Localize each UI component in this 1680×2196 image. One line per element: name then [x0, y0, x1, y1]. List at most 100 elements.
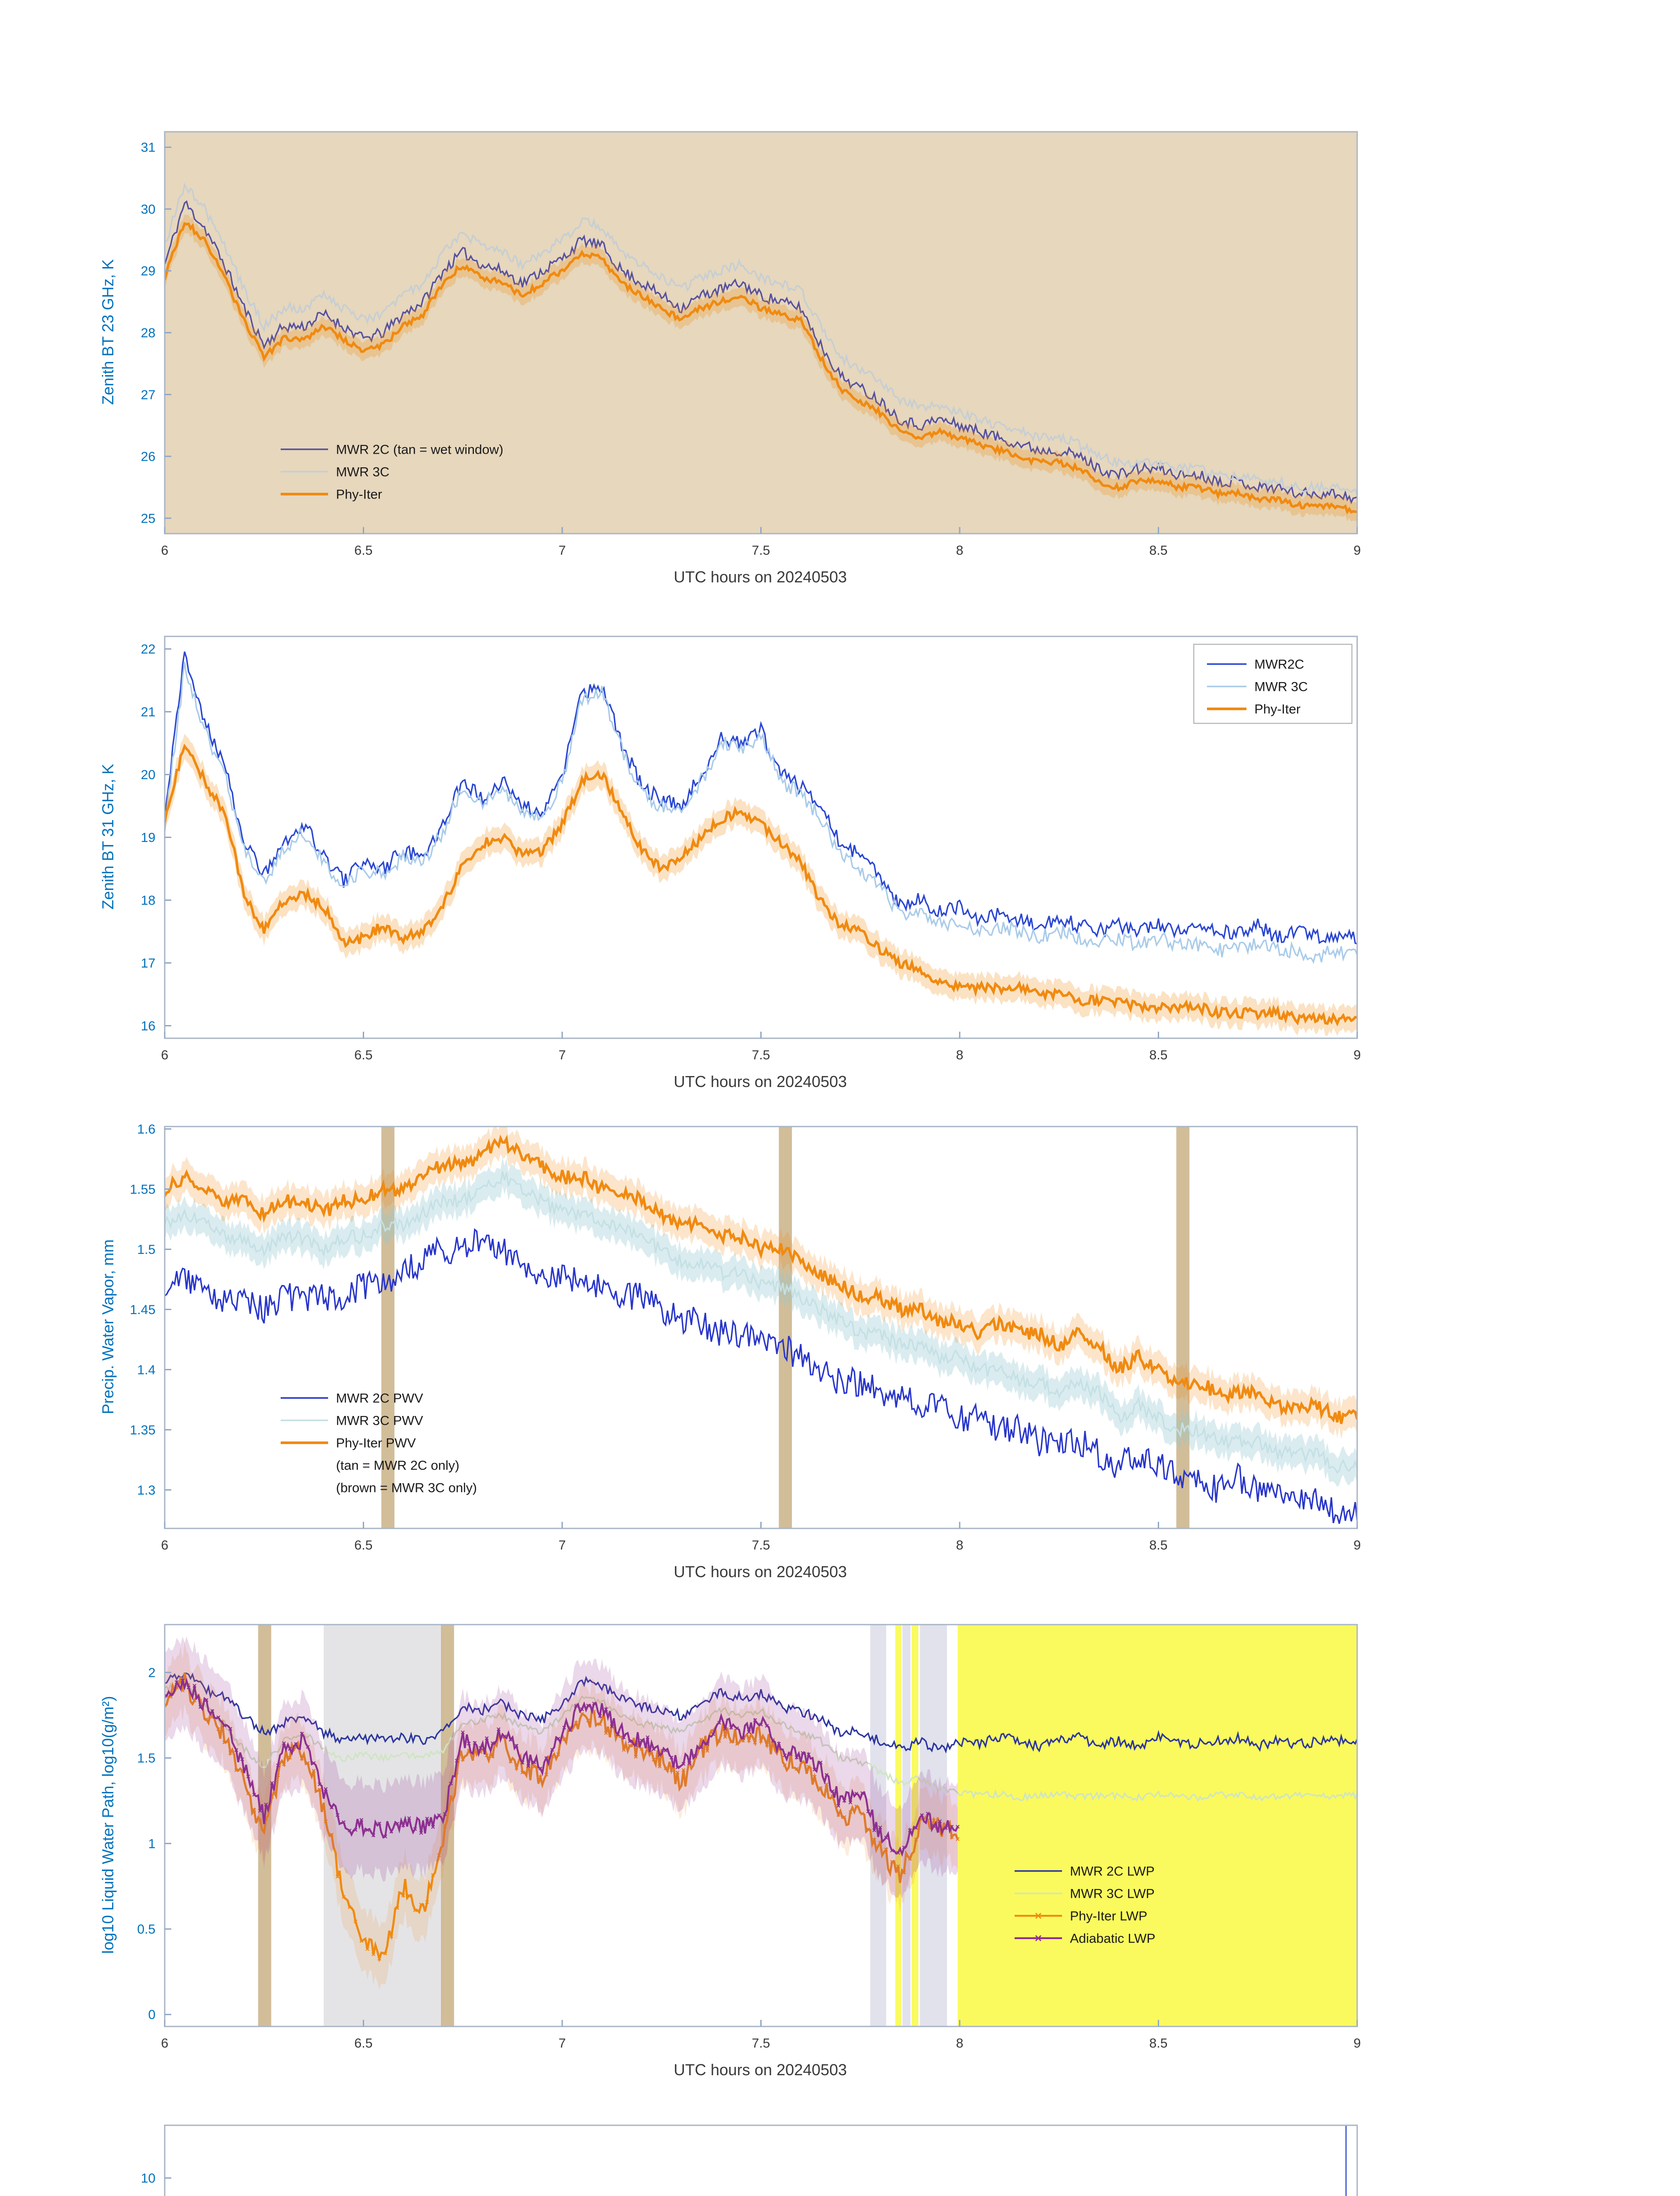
x-tick-label: 7: [559, 2036, 566, 2051]
legend: MWR 2C (tan = wet window) MWR 3C Phy-Iter: [281, 443, 503, 502]
x-tick-label: 6.5: [354, 1048, 373, 1062]
x-tick-label: 8: [956, 1538, 964, 1553]
series-line: [165, 1677, 959, 1857]
legend-label: MWR 3C: [1254, 680, 1308, 694]
x-tick-label: 9: [1354, 543, 1361, 558]
shaded-region: [957, 1625, 1357, 2026]
x-tick-label: 8.5: [1149, 1538, 1168, 1553]
axes-box: [164, 2124, 1358, 2196]
plot-area: [165, 651, 1357, 1036]
x-tick-label: 6.5: [354, 543, 373, 558]
x-tick-label: 9: [1354, 1538, 1361, 1553]
x-tick-label: 7: [559, 1538, 566, 1553]
legend-label: MWR 3C LWP: [1070, 1887, 1155, 1901]
legend-label: MWR 2C LWP: [1070, 1864, 1155, 1879]
y-axis-label-lwp: log10 Liquid Water Path, log10(g/m²): [99, 1696, 117, 1954]
subplot-3: 6 6.5 7 7.5 8 8.5 9 0 0.5 1 1.5 2 MWR 2C LWP MWR 3C L…: [137, 1624, 1361, 2051]
series-line: [165, 1228, 1357, 1524]
uncertainty-band: [165, 733, 1357, 1036]
y-axis-label-pwv: Precip. Water Vapor, mm: [99, 1239, 117, 1415]
x-axis-label-lwp: UTC hours on 20240503: [673, 2061, 847, 2079]
legend-label: Phy-Iter PWV: [336, 1436, 416, 1451]
x-tick-label: 9: [1354, 1048, 1361, 1062]
y-tick-label: 28: [141, 326, 155, 340]
x-tick-label: 9: [1354, 2036, 1361, 2051]
legend-label: MWR2C: [1254, 657, 1304, 672]
plot-area: [165, 1625, 1357, 2026]
shaded-region: [441, 1625, 454, 2026]
y-tick-label: 2: [148, 1666, 155, 1680]
y-tick-label: 22: [141, 642, 155, 657]
legend: MWR2C MWR 3C Phy-Iter: [1193, 643, 1353, 724]
subplot-1: 6 6.5 7 7.5 8 8.5 9 16 17 18 19 20 21 22 MWR2C MWR 3C Ph…: [141, 636, 1361, 1062]
x-axis-label-bt31: UTC hours on 20240503: [673, 1073, 847, 1091]
shaded-region: [902, 1625, 910, 2026]
x-tick-label: 8.5: [1149, 1048, 1168, 1062]
subplot-4: 66.577.588.590246810: [141, 2124, 1358, 2196]
legend-label: (tan = MWR 2C only): [336, 1459, 459, 1473]
series-line: [165, 1171, 1357, 1474]
series-line: [165, 651, 1357, 945]
legend-label: Phy-Iter LWP: [1070, 1909, 1147, 1924]
shaded-region: [895, 1625, 901, 2026]
legend-label: MWR 2C PWV: [336, 1391, 423, 1406]
y-tick-label: 27: [141, 388, 155, 402]
legend-label: Phy-Iter: [1254, 702, 1301, 717]
legend: MWR 2C LWP MWR 3C LWP Phy-Iter LWP Adiabati…: [1015, 1864, 1156, 1946]
series-line: [165, 744, 1357, 1027]
series-line: [165, 661, 1357, 964]
series-markers: [165, 1679, 960, 1855]
x-tick-label: 8.5: [1149, 2036, 1168, 2051]
x-tick-label: 8: [956, 1048, 964, 1062]
plot-background: [165, 636, 1357, 1038]
y-tick-label: 31: [141, 141, 155, 155]
series-line: [165, 200, 1357, 505]
y-tick-label: 18: [141, 893, 155, 908]
plot-background: [165, 2125, 1357, 2196]
y-tick-label: 1: [148, 1837, 155, 1851]
uncertainty-band: [165, 1157, 1357, 1487]
y-tick-label: 1.3: [137, 1483, 155, 1498]
legend-label: Phy-Iter: [336, 488, 382, 502]
legend-label: (brown = MWR 3C only): [336, 1481, 477, 1495]
y-tick-label: 1.55: [130, 1182, 155, 1197]
legend-label: MWR 2C (tan = wet window): [336, 443, 503, 457]
x-tick-label: 8: [956, 2036, 964, 2051]
x-tick-label: 7.5: [752, 543, 770, 558]
y-tick-label: 19: [141, 831, 155, 845]
x-tick-label: 6: [161, 543, 169, 558]
series-line: [165, 222, 1357, 515]
uncertainty-band: [165, 1127, 1357, 1440]
x-tick-label: 7.5: [752, 2036, 770, 2051]
plot-area: [1345, 2125, 1347, 2196]
x-tick-label: 7.5: [752, 1048, 770, 1062]
legend-label: Adiabatic LWP: [1070, 1932, 1156, 1946]
legend-label: MWR 3C PWV: [336, 1414, 423, 1428]
y-tick-label: 21: [141, 705, 155, 719]
x-axis-label-bt23: UTC hours on 20240503: [673, 568, 847, 586]
y-tick-label: 17: [141, 956, 155, 971]
x-tick-label: 6: [161, 1048, 169, 1062]
y-tick-label: 26: [141, 450, 155, 464]
series-line: [165, 1680, 1357, 1802]
y-tick-label: 1.6: [137, 1122, 155, 1137]
y-tick-label: 1.45: [130, 1303, 155, 1317]
plot-area: [165, 1127, 1357, 1528]
shaded-region: [1176, 1127, 1190, 1528]
shaded-region: [779, 1127, 792, 1528]
legend-marker-x: [1035, 1913, 1041, 1919]
y-axis-label-bt31: Zenith BT 31 GHz, K: [99, 764, 117, 910]
legend-label: MWR 3C: [336, 465, 390, 480]
y-tick-label: 20: [141, 768, 155, 782]
y-tick-label: 1.35: [130, 1423, 155, 1438]
y-tick-label: 10: [141, 2171, 155, 2186]
y-tick-label: 1.4: [137, 1363, 155, 1377]
y-tick-label: 30: [141, 202, 155, 217]
y-tick-label: 29: [141, 264, 155, 278]
x-tick-label: 7.5: [752, 1538, 770, 1553]
plot-area: [165, 182, 1357, 522]
legend-marker-x: [1035, 1935, 1041, 1941]
subplot-0: 6 6.5 7 7.5 8 8.5 9 25 26 27 28 29 30 31 MWR 2C (tan =…: [141, 131, 1361, 558]
